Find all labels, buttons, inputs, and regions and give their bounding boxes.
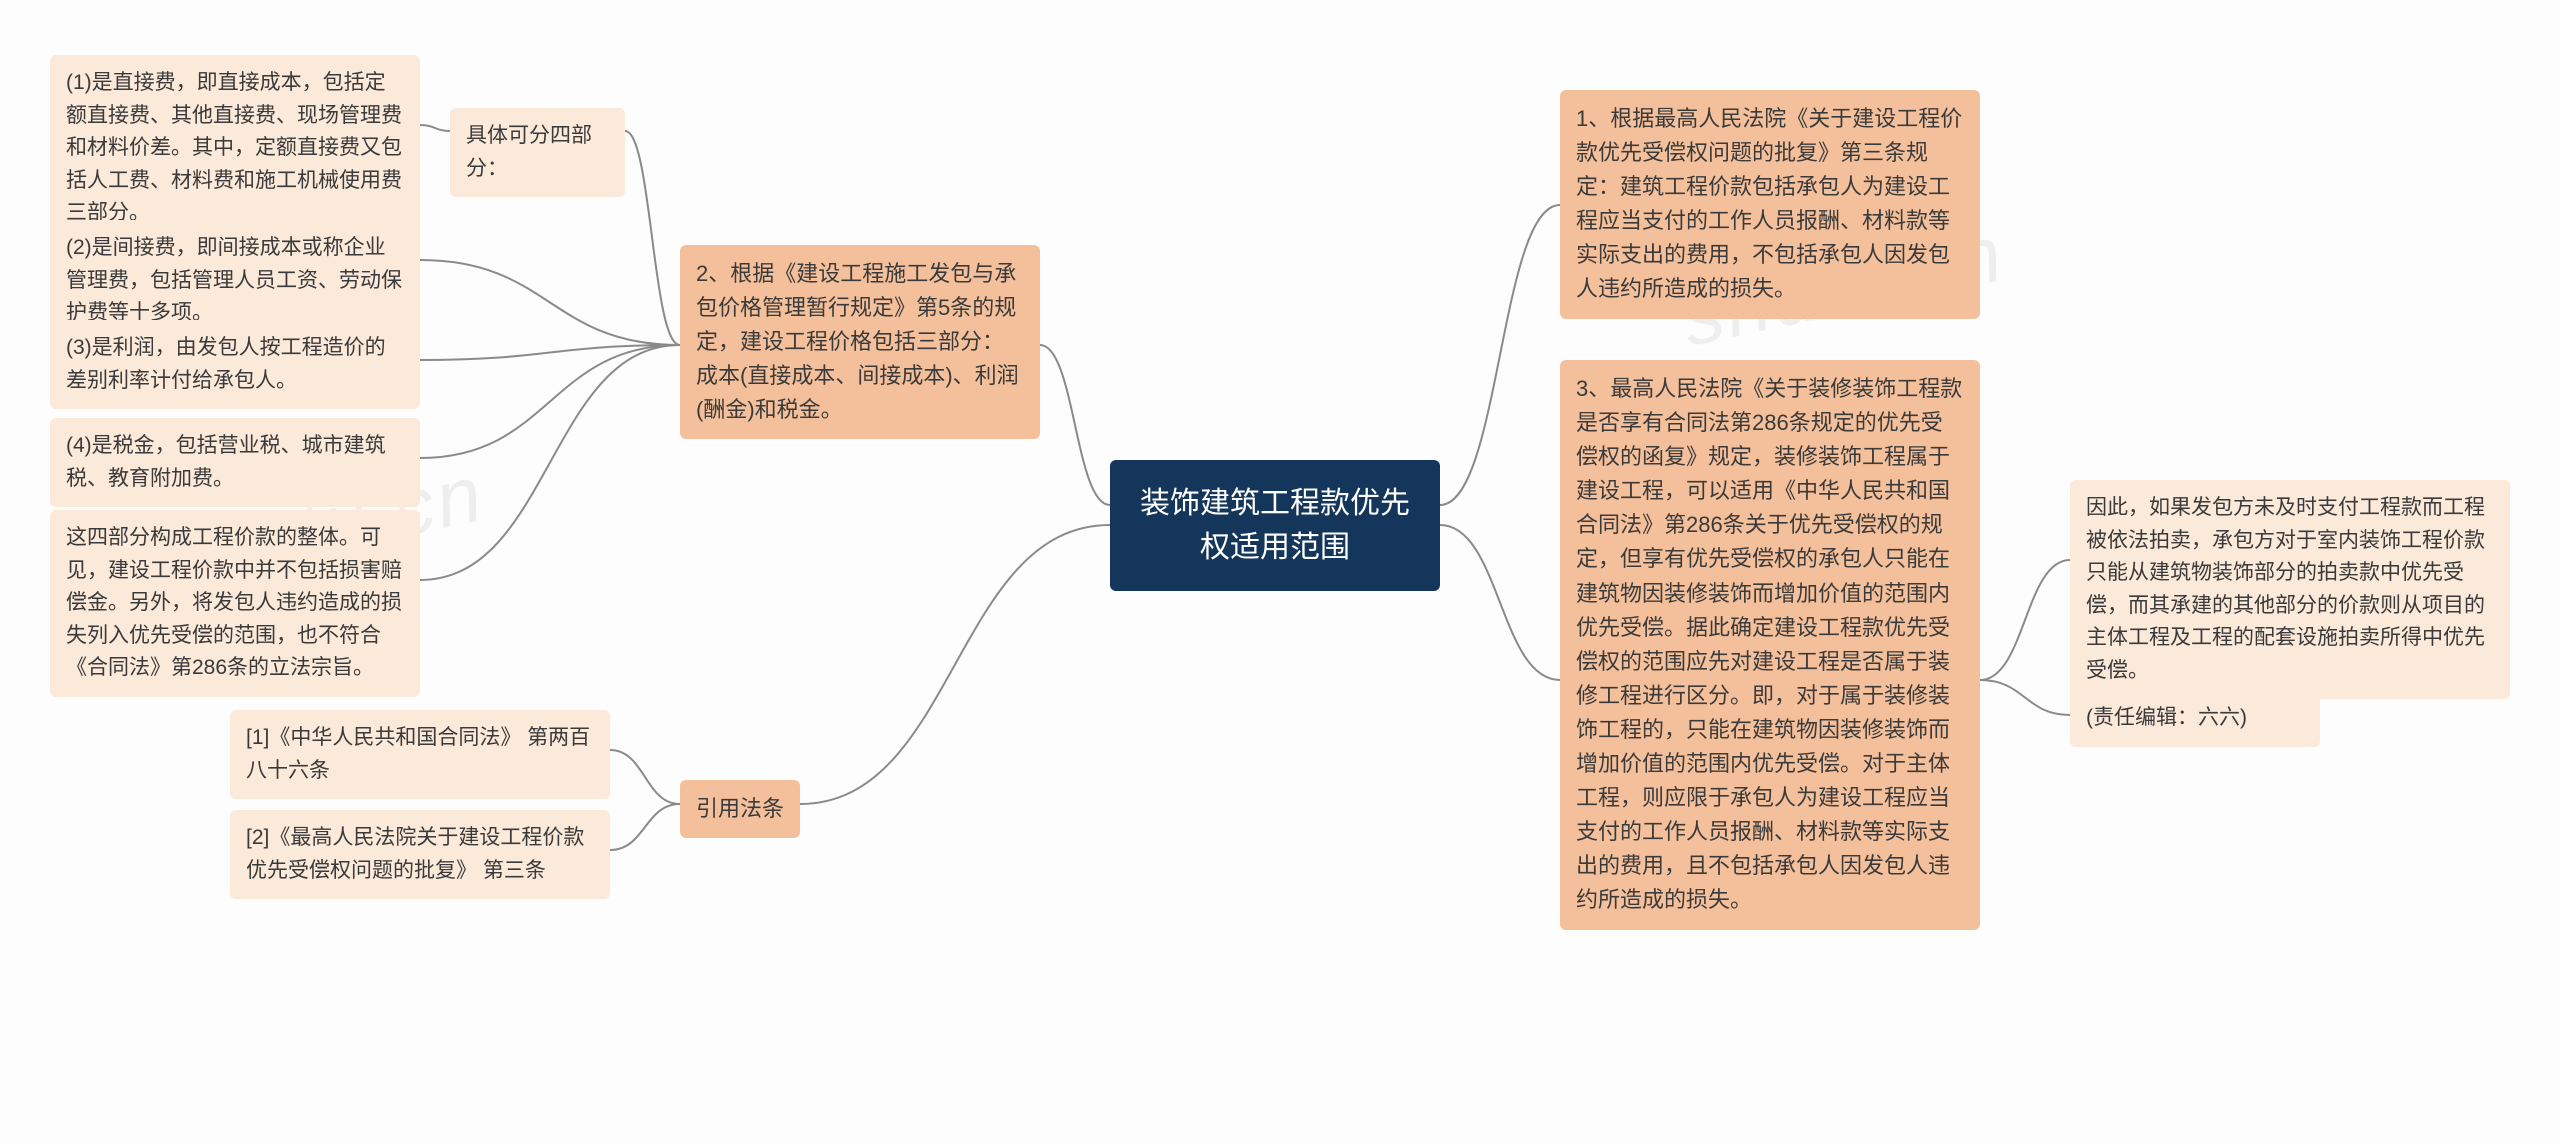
left-node-2-c3[interactable]: (3)是利润，由发包人按工程造价的差别利率计付给承包人。: [50, 320, 420, 409]
left-cite-2[interactable]: [2]《最高人民法院关于建设工程价款优先受偿权问题的批复》 第三条: [230, 810, 610, 899]
left-node-2-header[interactable]: 具体可分四部分：: [450, 108, 625, 197]
left-node-2[interactable]: 2、根据《建设工程施工发包与承包价格管理暂行规定》第5条的规定，建设工程价格包括…: [680, 245, 1040, 439]
right-node-3[interactable]: 3、最高人民法院《关于装修装饰工程款是否享有合同法第286条规定的优先受偿权的函…: [1560, 360, 1980, 930]
left-node-2-c4[interactable]: (4)是税金，包括营业税、城市建筑税、教育附加费。: [50, 418, 420, 507]
left-cite[interactable]: 引用法条: [680, 780, 800, 838]
left-cite-1[interactable]: [1]《中华人民共和国合同法》 第两百八十六条: [230, 710, 610, 799]
right-node-3-child-2[interactable]: (责任编辑：六六): [2070, 690, 2320, 747]
right-node-3-child-1[interactable]: 因此，如果发包方未及时支付工程款而工程被依法拍卖，承包方对于室内装饰工程价款只能…: [2070, 480, 2510, 699]
right-node-1[interactable]: 1、根据最高人民法院《关于建设工程价款优先受偿权问题的批复》第三条规定：建筑工程…: [1560, 90, 1980, 319]
left-node-2-c1[interactable]: (1)是直接费，即直接成本，包括定额直接费、其他直接费、现场管理费和材料价差。其…: [50, 55, 420, 242]
left-node-2-c5[interactable]: 这四部分构成工程价款的整体。可见，建设工程价款中并不包括损害赔偿金。另外，将发包…: [50, 510, 420, 697]
root-node[interactable]: 装饰建筑工程款优先权适用范围: [1110, 460, 1440, 591]
